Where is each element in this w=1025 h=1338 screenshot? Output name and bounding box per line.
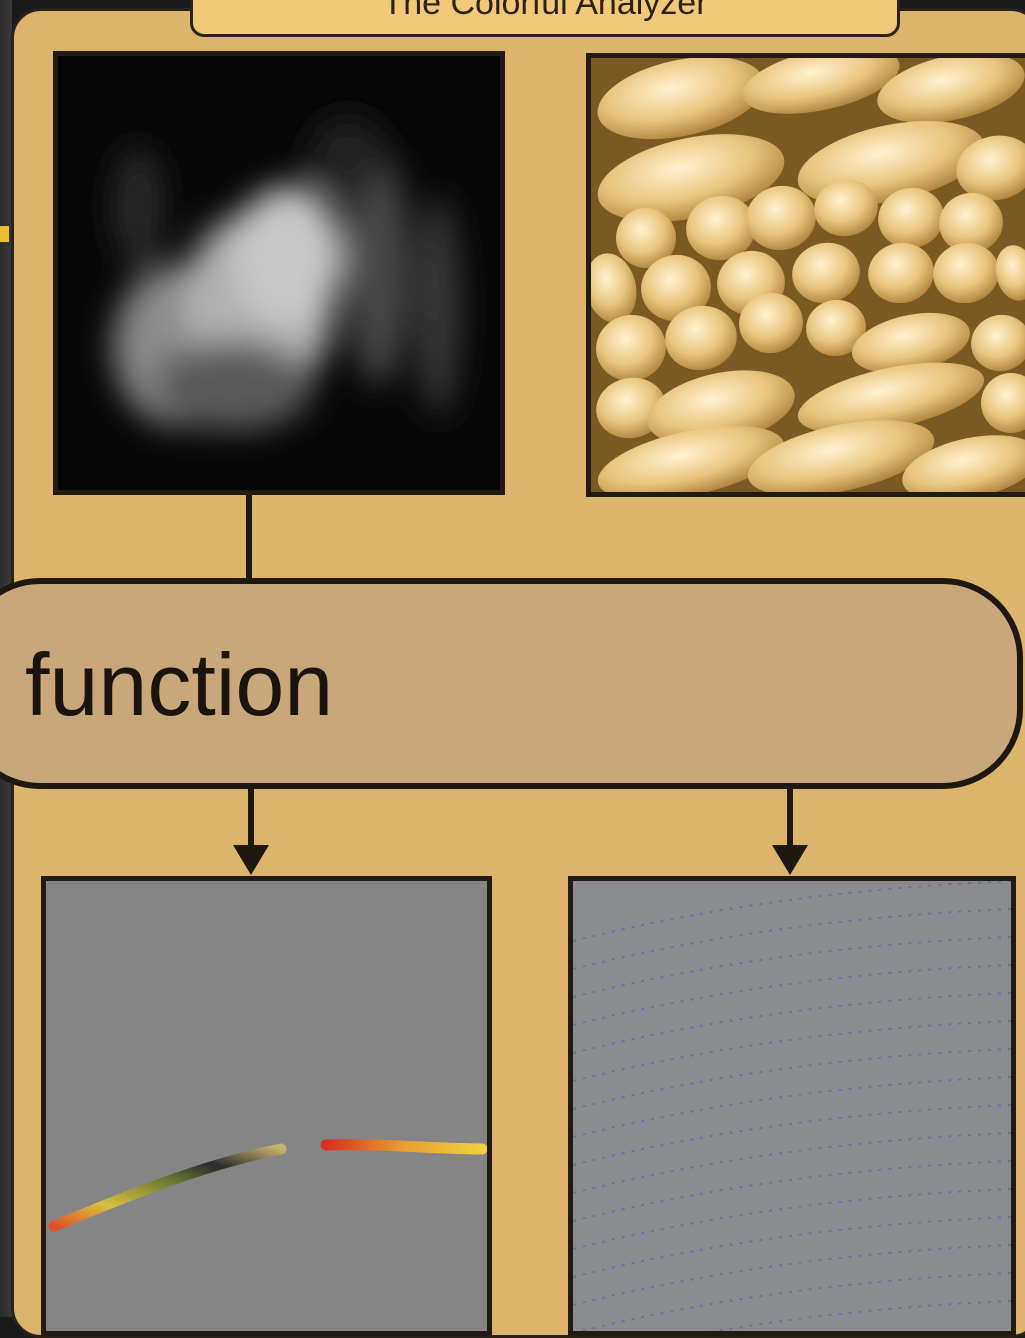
output-arrow-right-head: [772, 845, 808, 875]
cell-blob: [878, 187, 944, 249]
cell-blob: [877, 58, 1025, 123]
output-arrow-right-line: [787, 789, 793, 849]
cell-blob: [597, 425, 785, 492]
cell-blob: [933, 242, 999, 304]
cell-blob: [797, 362, 985, 434]
cell-blob: [739, 292, 803, 354]
cell-blob: [742, 58, 900, 114]
cell-blob: [902, 435, 1025, 492]
cell-blob: [747, 420, 935, 492]
grayscale-blurred-image-icon: [53, 51, 505, 495]
cell-blob: [956, 135, 1025, 201]
colored-fiber-track-icon: [41, 876, 492, 1336]
cell-blob: [806, 299, 866, 357]
cell-blob: [665, 305, 737, 371]
input-connector-line: [246, 495, 252, 581]
cell-blob: [597, 58, 765, 140]
cell-blob: [641, 254, 711, 322]
output-arrow-left-head: [233, 845, 269, 875]
dotted-field-lines-icon: [568, 876, 1016, 1336]
diagram-title: The Colorful Analyzer: [190, 0, 900, 37]
cell-blob: [971, 314, 1025, 372]
cell-blob: [596, 314, 666, 382]
cell-blob: [868, 242, 934, 304]
function-label: function: [25, 635, 334, 734]
cell-blob: [686, 195, 756, 261]
cell-blob: [814, 179, 878, 237]
cell-blob: [852, 312, 970, 374]
cell-blob: [792, 242, 860, 304]
cell-texture-image-icon: [586, 53, 1025, 497]
cell-blob: [616, 208, 676, 268]
cell-blob: [746, 185, 816, 251]
function-node: [0, 578, 1023, 789]
output-arrow-left-line: [248, 789, 254, 849]
cell-blob: [995, 245, 1025, 301]
cell-blob: [591, 253, 637, 323]
cell-blob: [647, 370, 795, 446]
cell-blob: [939, 192, 1003, 254]
window-edge-highlight: [0, 226, 9, 242]
cell-blob: [981, 373, 1025, 433]
